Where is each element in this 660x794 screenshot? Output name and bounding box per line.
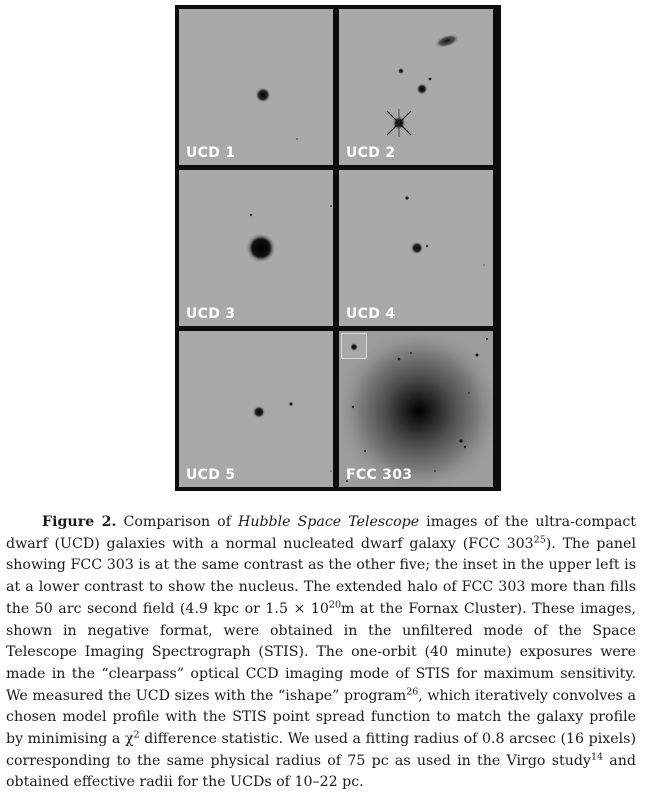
ucd-4-source	[410, 241, 424, 255]
citation-ref: 14	[590, 751, 604, 762]
figure-label: Figure 2.	[42, 514, 117, 530]
figure-caption: Figure 2. Comparison of Hubble Space Tel…	[6, 512, 636, 794]
panel-fcc-303: FCC 303	[339, 331, 493, 487]
caption-text: , which iteratively convolves a chosen m…	[6, 687, 636, 748]
ucd-5-source	[252, 405, 266, 419]
caption-text: images of the ultra-compact dwarf (UCD) …	[6, 514, 636, 552]
panel-ucd-4-image	[405, 196, 485, 266]
panel-ucd-5: UCD 5	[179, 331, 333, 487]
caption-text: Comparison of	[123, 514, 231, 530]
panel-label: FCC 303	[346, 467, 413, 483]
ucd-2-source	[416, 83, 428, 95]
panel-ucd-5-image	[252, 402, 332, 472]
background-galaxy	[434, 34, 460, 48]
panel-ucd-2: UCD 2	[339, 9, 493, 165]
citation-ref: 26	[406, 685, 419, 697]
panel-fcc-303-image	[339, 331, 493, 487]
panel-ucd-3-image	[246, 205, 332, 263]
panel-ucd-3: UCD 3	[179, 170, 333, 326]
panel-label: UCD 5	[186, 467, 236, 483]
panel-ucd-1: UCD 1	[179, 9, 333, 165]
panel-label: UCD 3	[186, 306, 236, 322]
nucleus-inset-image	[350, 343, 358, 351]
ucd-1-source	[255, 87, 271, 103]
ucd-3-source	[246, 233, 276, 263]
exponent: 20	[328, 599, 342, 611]
nucleus-inset	[341, 333, 367, 359]
telescope-name: Hubble Space Telescope	[237, 514, 420, 530]
figure-grid: UCD 1 UCD 2	[175, 5, 501, 491]
fcc-303-halo	[339, 331, 493, 487]
panel-ucd-1-image	[255, 87, 298, 140]
caption-text: ). The panel showing FCC 303 is at the s…	[6, 535, 636, 617]
exponent: 2	[133, 729, 140, 741]
caption-text: difference statistic. We used a fitting …	[6, 731, 636, 769]
panel-label: UCD 1	[186, 145, 236, 161]
caption-text: m at the Fornax Cluster). These images, …	[6, 600, 636, 704]
panel-label: UCD 4	[346, 306, 396, 322]
panel-ucd-4: UCD 4	[339, 170, 493, 326]
citation-ref: 25	[533, 533, 546, 545]
foreground-star	[386, 109, 412, 137]
panel-label: UCD 2	[346, 145, 396, 161]
caption-text: and obtained effective radii for the UCD…	[6, 752, 636, 791]
panel-ucd-2-image	[386, 34, 460, 137]
